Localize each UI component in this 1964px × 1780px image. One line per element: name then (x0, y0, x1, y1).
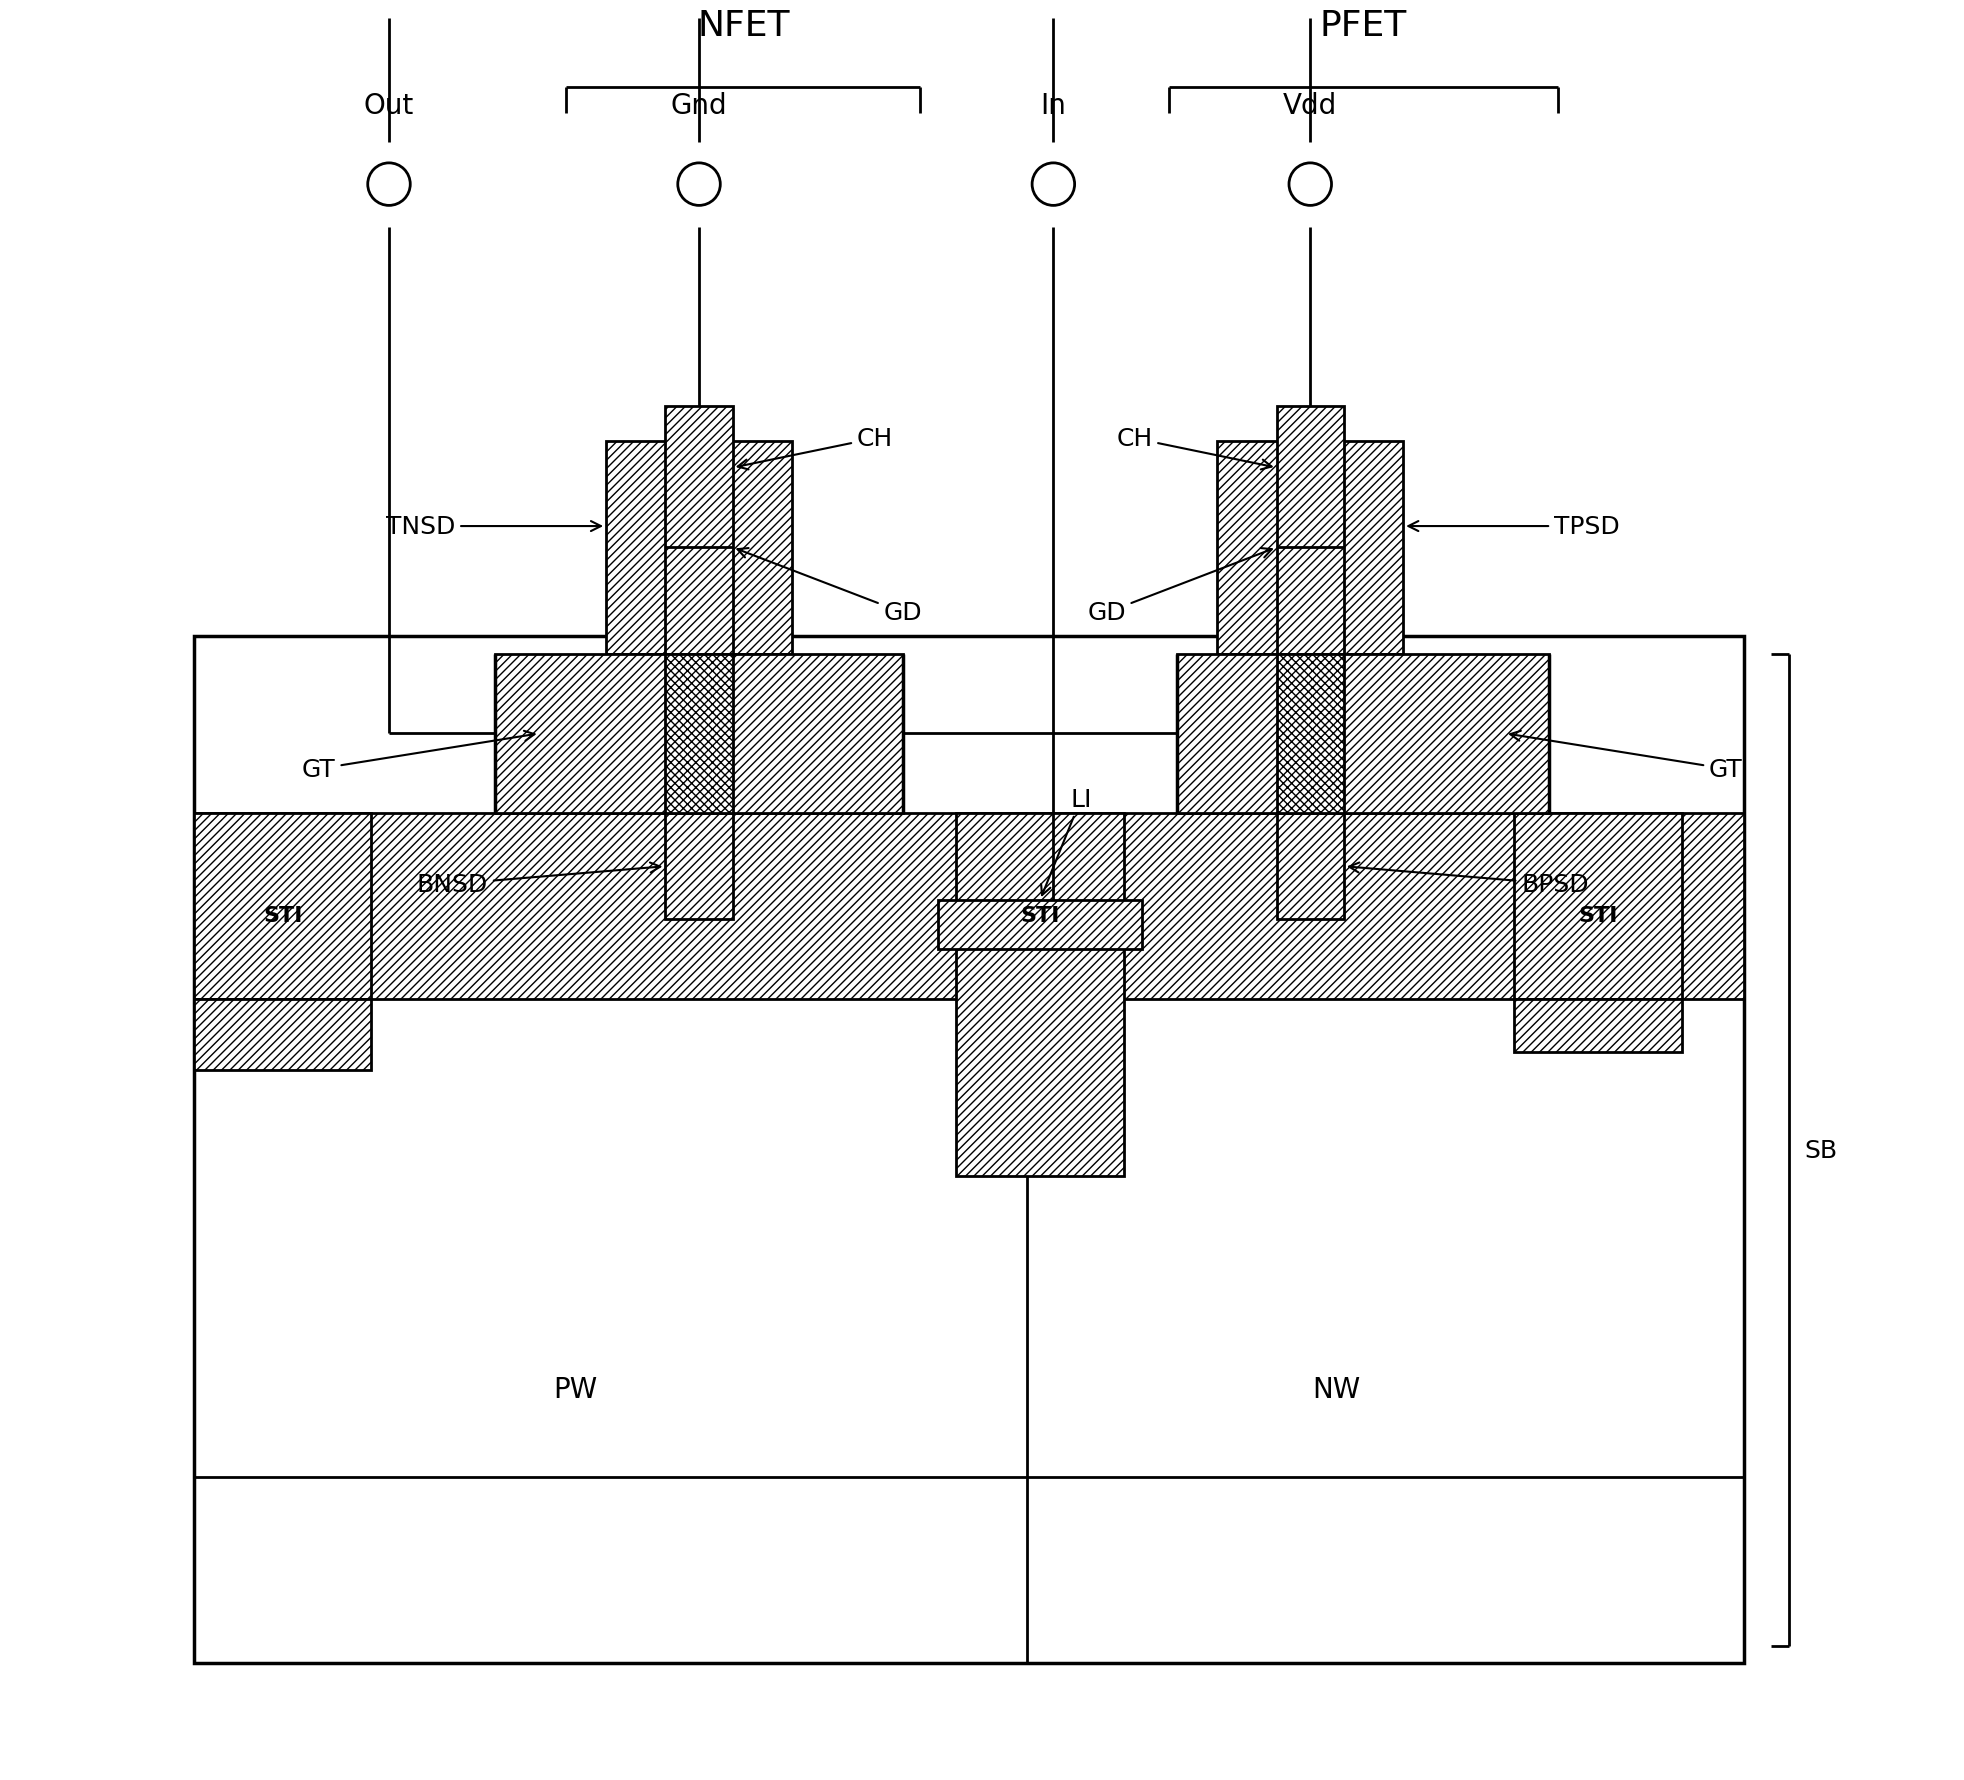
Text: NFET: NFET (697, 9, 790, 43)
Bar (194, 813, 371, 1000)
Text: BPSD: BPSD (1349, 863, 1589, 897)
Text: Out: Out (363, 91, 414, 119)
Bar (1216, 441, 1402, 655)
Bar (1277, 655, 1343, 813)
Text: GT: GT (302, 732, 534, 781)
Text: GD: GD (736, 548, 921, 625)
Text: CH: CH (736, 427, 892, 470)
Text: Vdd: Vdd (1282, 91, 1337, 119)
Text: Gnd: Gnd (670, 91, 727, 119)
Bar (194, 813, 1744, 1000)
Text: PFET: PFET (1320, 9, 1406, 43)
Text: SB: SB (1803, 1137, 1836, 1162)
Text: GD: GD (1086, 548, 1271, 625)
Bar (666, 406, 733, 655)
Bar (495, 655, 901, 813)
Bar (666, 655, 733, 813)
Text: LI: LI (1041, 789, 1092, 895)
Bar (1277, 406, 1343, 655)
Bar (937, 901, 1141, 951)
Text: NW: NW (1312, 1376, 1361, 1403)
Text: GT: GT (1510, 732, 1742, 781)
Bar (1277, 813, 1343, 920)
Text: BNSD: BNSD (416, 863, 660, 897)
Text: TNSD: TNSD (385, 514, 601, 539)
Text: In: In (1039, 91, 1066, 119)
Bar (1512, 1000, 1681, 1052)
Bar (955, 813, 1123, 1177)
Bar (194, 637, 1744, 1664)
Bar (666, 813, 733, 920)
Bar (1512, 813, 1681, 1000)
Text: PW: PW (552, 1376, 597, 1403)
Bar (605, 441, 791, 655)
Bar (194, 1000, 371, 1070)
Text: STI: STI (1019, 906, 1059, 926)
Text: CH: CH (1116, 427, 1271, 470)
Text: STI: STI (1577, 906, 1616, 926)
Bar (1176, 655, 1550, 813)
Text: STI: STI (263, 906, 302, 926)
Text: TPSD: TPSD (1408, 514, 1618, 539)
